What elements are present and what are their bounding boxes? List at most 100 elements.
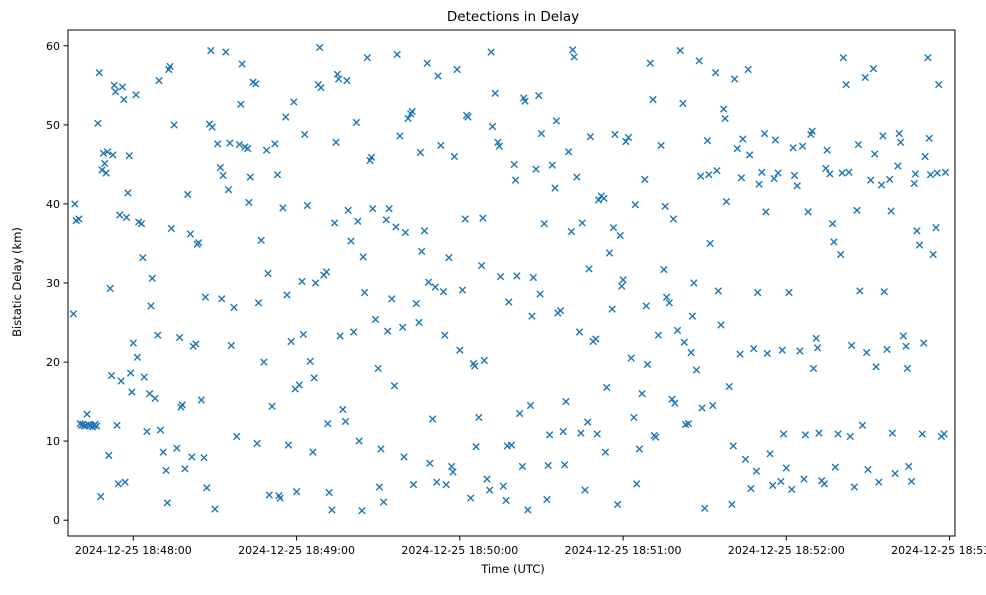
data-point-marker: [750, 344, 758, 353]
data-point-marker: [120, 95, 128, 104]
data-point-marker: [178, 401, 186, 409]
data-point-marker: [624, 133, 633, 142]
data-point-marker: [487, 48, 495, 56]
data-point-marker: [528, 312, 536, 320]
y-tick-label: 40: [46, 198, 60, 211]
data-point-marker: [276, 494, 284, 502]
data-point-marker: [601, 448, 610, 456]
data-point-marker: [895, 129, 903, 138]
data-point-marker: [216, 163, 225, 172]
data-point-marker: [186, 230, 195, 238]
data-point-marker: [464, 113, 472, 121]
data-point-marker: [441, 331, 449, 339]
data-point-marker: [354, 217, 362, 225]
data-point-marker: [118, 83, 127, 91]
data-point-marker: [200, 454, 208, 462]
data-point-marker: [899, 332, 907, 340]
data-point-marker: [842, 80, 850, 89]
data-point-marker: [139, 254, 147, 262]
data-point-marker: [287, 337, 295, 346]
data-point-marker: [812, 334, 820, 342]
data-point-marker: [905, 462, 913, 471]
data-point-marker: [412, 299, 420, 308]
data-point-marker: [317, 84, 325, 92]
data-point-marker: [877, 181, 886, 189]
data-point-marker: [246, 173, 254, 181]
data-point-marker: [537, 129, 546, 138]
data-point-marker: [633, 480, 641, 488]
data-point-marker: [461, 215, 469, 223]
data-point-marker: [608, 305, 616, 313]
plot-area: 2024-12-25 18:48:00 2024-12-25 18:49:00 20…: [46, 29, 986, 557]
data-point-marker: [363, 54, 371, 62]
x-tick-label: 2024-12-25 18:53:00: [891, 544, 986, 557]
data-point-marker: [709, 401, 717, 410]
data-point-marker: [793, 182, 801, 190]
data-point-marker: [705, 171, 713, 179]
data-point-marker: [880, 288, 888, 296]
data-point-marker: [449, 468, 457, 476]
data-point-marker: [687, 348, 695, 357]
data-point-marker: [676, 46, 684, 55]
data-point-marker: [690, 279, 698, 287]
data-point-marker: [668, 395, 676, 403]
data-point-marker: [771, 136, 780, 144]
data-point-marker: [822, 164, 830, 173]
data-point-marker: [935, 80, 943, 89]
x-tick-label: 2024-12-25 18:50:00: [401, 544, 518, 557]
data-point-marker: [113, 421, 121, 429]
data-point-marker: [796, 347, 804, 355]
data-point-marker: [344, 206, 352, 214]
data-point-marker: [569, 46, 577, 54]
data-point-marker: [243, 144, 252, 153]
data-point-marker: [879, 132, 887, 140]
data-point-marker: [613, 500, 622, 509]
data-point-marker: [467, 494, 475, 502]
data-point-marker: [864, 465, 872, 474]
data-point-marker: [162, 466, 170, 475]
data-point-marker: [875, 478, 883, 486]
data-point-marker: [279, 204, 287, 212]
data-point-marker: [788, 485, 796, 494]
data-point-marker: [495, 142, 503, 150]
data-point-marker: [845, 168, 853, 176]
data-point-marker: [222, 48, 230, 56]
data-point-marker: [567, 227, 576, 236]
data-point-marker: [815, 429, 823, 437]
data-point-marker: [630, 413, 638, 422]
data-point-marker: [226, 139, 234, 147]
x-axis-label: Time (UTC): [480, 562, 545, 576]
data-point-marker: [399, 323, 407, 331]
data-point-marker: [262, 146, 271, 154]
data-point-marker: [544, 461, 552, 470]
data-point-marker: [754, 288, 762, 297]
data-point-marker: [907, 477, 916, 486]
data-point-marker: [298, 277, 306, 286]
data-point-marker: [124, 189, 132, 197]
data-point-marker: [360, 288, 369, 297]
data-point-marker: [838, 169, 846, 177]
data-point-marker: [516, 409, 524, 418]
data-point-marker: [774, 169, 782, 177]
data-point-marker: [837, 250, 845, 259]
data-point-marker: [252, 80, 260, 88]
x-tick-label: 2024-12-25 18:52:00: [728, 544, 845, 557]
data-point-marker: [110, 81, 118, 89]
data-point-marker: [894, 162, 902, 170]
data-point-marker: [627, 354, 635, 362]
data-point-marker: [918, 430, 926, 438]
data-point-marker: [382, 216, 390, 224]
data-point-marker: [218, 295, 226, 303]
data-point-marker: [434, 72, 442, 80]
data-point-marker: [369, 205, 377, 213]
data-point-marker: [536, 290, 544, 298]
data-point-marker: [284, 441, 293, 449]
data-point-marker: [769, 481, 777, 490]
data-point-marker: [850, 483, 858, 491]
data-point-marker: [790, 171, 799, 180]
data-point-marker: [114, 480, 122, 488]
data-point-marker: [257, 236, 265, 244]
data-point-marker: [551, 184, 559, 192]
data-point-marker: [219, 171, 227, 180]
data-point-marker: [891, 469, 899, 478]
